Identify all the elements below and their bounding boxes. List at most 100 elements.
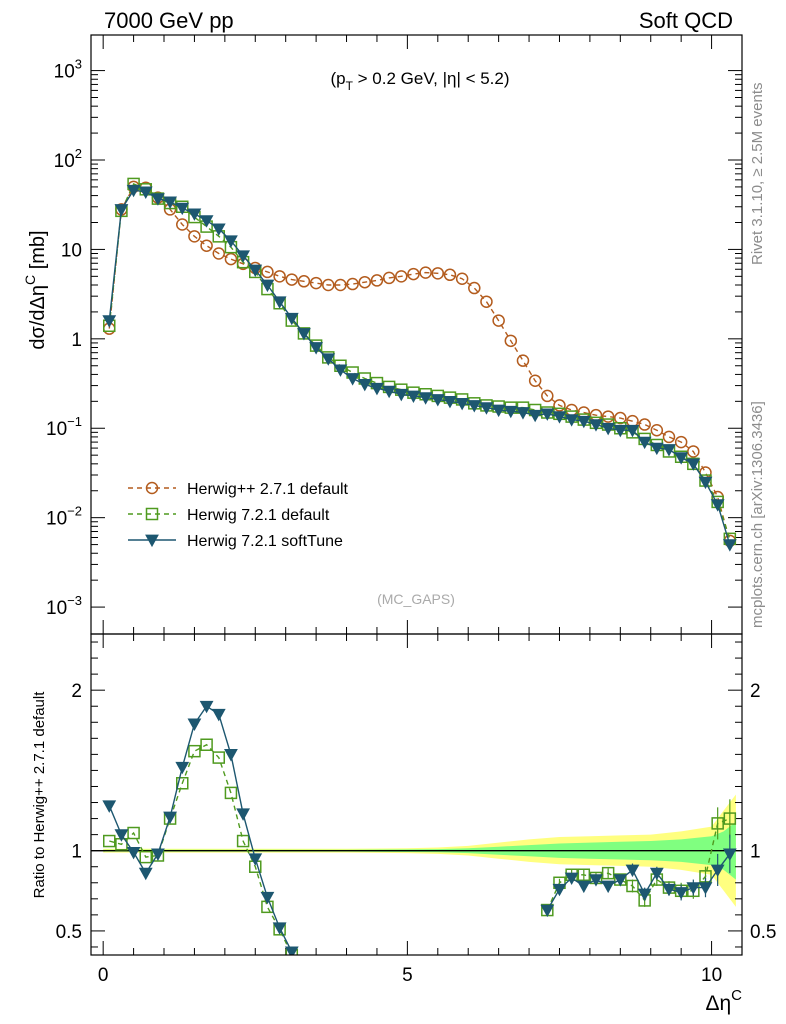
legend-entry: Herwig++ 2.7.1 default	[128, 481, 349, 498]
data-point-circle	[200, 239, 213, 252]
data-point-circle	[431, 267, 445, 280]
ratio-y-tick-label-right: 1	[750, 842, 761, 863]
data-point-triangle	[649, 867, 664, 881]
data-point-triangle	[175, 202, 190, 216]
series-triangle-down	[102, 184, 737, 552]
data-point-triangle	[114, 829, 129, 842]
data-point-square	[200, 738, 213, 751]
data-point-triangle	[662, 444, 676, 457]
ratio-y-tick-label-left: 1	[71, 842, 82, 863]
data-point-square	[601, 866, 615, 880]
data-point-circle	[212, 247, 226, 260]
ratio-series-line	[109, 743, 293, 955]
x-tick-label: 5	[402, 965, 413, 986]
data-point-circle	[188, 230, 201, 243]
data-point-triangle	[564, 414, 579, 427]
data-point-triangle	[418, 392, 433, 405]
data-point-circle	[528, 374, 542, 387]
data-point-triangle	[576, 880, 591, 894]
data-point-triangle	[211, 708, 226, 722]
data-point-triangle	[589, 874, 603, 887]
data-point-triangle	[576, 415, 591, 429]
data-point-circle	[480, 295, 493, 308]
data-point-circle	[370, 274, 384, 287]
data-point-triangle	[370, 382, 384, 396]
data-point-triangle	[637, 888, 652, 902]
data-point-triangle	[625, 424, 640, 438]
ratio-y-tick-label-right: 2	[750, 681, 761, 702]
data-point-circle	[322, 278, 335, 292]
data-point-triangle	[601, 880, 616, 894]
main-y-tick-label: 102	[54, 146, 82, 172]
data-point-triangle	[491, 404, 506, 418]
data-point-triangle	[722, 848, 737, 861]
data-point-triangle	[260, 891, 275, 905]
ratio-frame	[90, 633, 743, 956]
x-tick-label: 10	[701, 965, 722, 986]
x-tick-label: 0	[98, 965, 109, 986]
ratio-panel: 0.5 0.5 1 1 2 2 0 5 10 Ratio to Herwig++ 2.7.1 d…	[31, 633, 776, 1015]
data-point-square	[224, 786, 238, 800]
data-point-triangle	[260, 279, 275, 293]
data-point-square	[626, 879, 639, 893]
main-y-tick-label: 1	[71, 330, 82, 351]
data-point-circle	[285, 273, 299, 286]
data-point-circle	[176, 218, 189, 231]
data-point-circle	[419, 266, 432, 279]
data-point-circle	[638, 418, 651, 431]
ratio-series-triangle-down	[102, 700, 737, 955]
data-point-triangle	[686, 458, 701, 471]
data-point-circle	[443, 268, 457, 282]
header-right-label: Soft QCD	[639, 8, 733, 33]
data-point-triangle	[406, 390, 421, 403]
data-point-triangle	[613, 424, 628, 438]
data-point-square	[145, 507, 159, 521]
data-point-triangle	[224, 749, 238, 762]
data-point-triangle	[102, 800, 117, 813]
legend-entry: Herwig 7.2.1 default	[128, 507, 330, 524]
data-point-circle	[565, 403, 578, 417]
main-y-tick-label: 10−3	[46, 593, 82, 619]
data-point-circle	[273, 270, 286, 283]
data-point-triangle	[467, 400, 482, 413]
main-axes: 10−3 10−2 10−1 1 10 102 103	[46, 35, 742, 955]
mcplots-citation-label: mcplots.cern.ch [arXiv:1306.3436]	[749, 401, 766, 628]
data-point-circle	[297, 275, 311, 288]
data-point-triangle	[309, 342, 324, 355]
legend-label: Herwig 7.2.1 softTune	[187, 533, 343, 550]
data-point-triangle	[516, 407, 530, 420]
data-point-circle	[346, 277, 359, 291]
header-left-label: 7000 GeV pp	[104, 8, 234, 33]
x-label-text: ΔηC	[705, 987, 742, 1015]
data-point-circle	[468, 281, 481, 295]
data-point-triangle	[145, 534, 159, 548]
data-point-triangle	[321, 353, 336, 366]
data-point-triangle	[126, 846, 141, 860]
data-point-triangle	[248, 853, 263, 866]
data-point-circle	[358, 275, 372, 289]
data-point-triangle	[540, 408, 555, 421]
data-point-triangle	[540, 904, 555, 918]
data-point-triangle	[151, 848, 165, 861]
data-point-triangle	[211, 223, 226, 236]
data-point-circle	[650, 423, 664, 437]
data-point-triangle	[455, 397, 470, 411]
data-point-triangle	[163, 196, 177, 209]
data-point-triangle	[151, 193, 165, 206]
main-y-tick-label: 10−1	[46, 414, 82, 440]
data-point-square	[711, 817, 724, 830]
data-point-triangle	[357, 378, 372, 392]
data-point-square	[103, 834, 116, 848]
data-point-triangle	[394, 388, 409, 402]
data-point-square	[188, 744, 201, 758]
data-point-circle	[504, 334, 518, 348]
data-point-triangle	[637, 436, 652, 450]
data-point-circle	[382, 271, 396, 285]
data-point-triangle	[674, 887, 689, 900]
data-point-triangle	[187, 718, 202, 731]
data-point-triangle	[236, 250, 251, 263]
data-point-circle	[516, 354, 530, 367]
data-point-triangle	[649, 442, 664, 456]
data-point-triangle	[272, 922, 287, 935]
